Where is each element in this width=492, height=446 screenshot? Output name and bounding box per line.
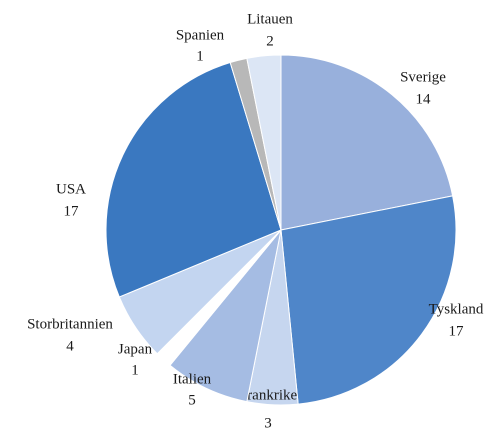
slice-value: 3 bbox=[264, 415, 272, 431]
slice-label: USA bbox=[56, 181, 86, 197]
slice-label: Japan bbox=[118, 341, 153, 357]
slice-value: 1 bbox=[131, 362, 139, 378]
slice-value: 2 bbox=[266, 33, 274, 49]
slice-value: 4 bbox=[66, 338, 74, 354]
pie-slice bbox=[246, 54, 282, 231]
slice-label: Italien bbox=[173, 371, 212, 387]
pie-slice bbox=[280, 54, 454, 231]
slice-value: 17 bbox=[449, 323, 465, 339]
slice-label: Litauen bbox=[247, 11, 293, 27]
slice-label: Spanien bbox=[176, 27, 225, 43]
slice-label: Frankrike bbox=[239, 387, 298, 403]
slice-value: 5 bbox=[188, 392, 196, 408]
slice-value: 14 bbox=[416, 91, 432, 107]
slice-label: Tyskland bbox=[429, 301, 484, 317]
slice-value: 17 bbox=[64, 203, 80, 219]
slice-value: 1 bbox=[196, 48, 204, 64]
pie-slice bbox=[280, 195, 457, 405]
slice-label: Sverige bbox=[400, 69, 446, 85]
slice-label: Storbritannien bbox=[27, 316, 113, 332]
pie-slice bbox=[105, 61, 282, 298]
